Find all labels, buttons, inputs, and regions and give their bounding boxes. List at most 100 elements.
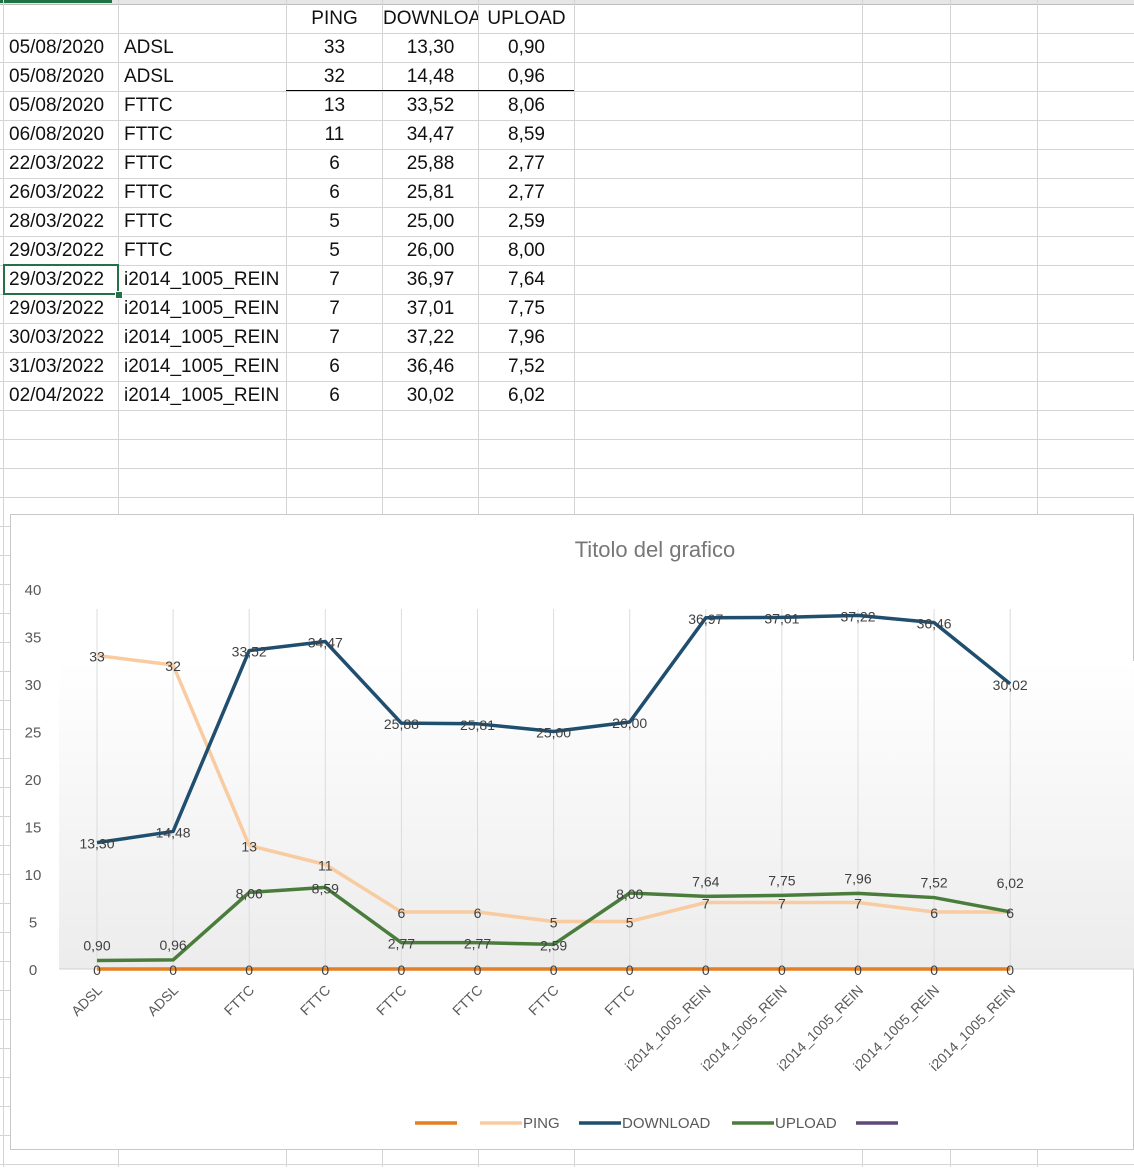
cell-connection[interactable]: ADSL	[124, 66, 174, 87]
cell-connection[interactable]: FTTC	[124, 211, 173, 232]
cell-download[interactable]: 26,00	[406, 240, 455, 261]
x-tick-label: FTTC	[601, 982, 638, 1019]
cell-upload[interactable]: 2,77	[508, 182, 545, 203]
data-label: 0	[930, 962, 938, 978]
cell-date[interactable]: 29/03/2022	[9, 269, 105, 290]
cell-ping[interactable]: 5	[329, 211, 340, 232]
cell-connection[interactable]: FTTC	[124, 182, 173, 203]
row-gridline	[0, 149, 1134, 150]
cell-download[interactable]: 25,81	[406, 182, 455, 203]
data-label: 0	[626, 962, 634, 978]
x-tick-label: FTTC	[297, 982, 334, 1019]
cell-connection[interactable]: i2014_1005_REIN	[124, 327, 280, 348]
cell-date[interactable]: 05/08/2020	[9, 66, 105, 87]
cell-ping[interactable]: 7	[329, 327, 340, 348]
cell-download[interactable]: 37,22	[406, 327, 455, 348]
cell-ping[interactable]: 33	[323, 37, 346, 58]
row-gridline	[0, 178, 1134, 179]
cell-download[interactable]: 13,30	[406, 37, 455, 58]
data-label: 25,00	[536, 725, 571, 741]
cell-upload[interactable]: 8,59	[508, 124, 545, 145]
cell-ping[interactable]: 6	[329, 153, 340, 174]
cell-connection[interactable]: i2014_1005_REIN	[124, 385, 280, 406]
cell-ping[interactable]: 6	[329, 356, 340, 377]
cell-upload[interactable]: 8,00	[508, 240, 545, 261]
data-label: 8,59	[312, 880, 339, 896]
cell-upload[interactable]: 2,59	[508, 211, 545, 232]
cell-upload[interactable]: 7,64	[508, 269, 545, 290]
cell-upload[interactable]: 8,06	[508, 95, 545, 116]
cell-connection[interactable]: FTTC	[124, 153, 173, 174]
cell-ping[interactable]: 7	[329, 298, 340, 319]
cell-date[interactable]: 29/03/2022	[9, 298, 105, 319]
cell-download[interactable]: 36,97	[406, 269, 455, 290]
row-gridline	[0, 33, 1134, 34]
cell-ping[interactable]: 6	[329, 385, 340, 406]
cell-ping[interactable]: 32	[323, 66, 346, 87]
header-cell-upload[interactable]: UPLOAD	[487, 8, 566, 29]
cell-connection[interactable]: i2014_1005_REIN	[124, 298, 280, 319]
cell-download[interactable]: 30,02	[406, 385, 455, 406]
column-header-bar	[0, 0, 1134, 5]
data-label: 0	[169, 962, 177, 978]
cell-date[interactable]: 26/03/2022	[9, 182, 105, 203]
header-cell-ping[interactable]: PING	[311, 8, 358, 29]
row-gridline	[0, 352, 1134, 353]
row-gridline	[0, 265, 1134, 266]
cell-connection[interactable]: i2014_1005_REIN	[124, 269, 280, 290]
cell-date[interactable]: 05/08/2020	[9, 37, 105, 58]
cell-ping[interactable]: 5	[329, 240, 340, 261]
cell-upload[interactable]: 7,96	[508, 327, 545, 348]
cell-date[interactable]: 28/03/2022	[9, 211, 105, 232]
y-tick-label: 5	[29, 915, 37, 932]
data-label: 7,96	[844, 870, 871, 886]
fill-handle[interactable]	[115, 291, 123, 299]
data-label: 5	[626, 915, 634, 931]
cell-date[interactable]: 06/08/2020	[9, 124, 105, 145]
data-label: 36,97	[688, 611, 723, 627]
selected-cell[interactable]	[3, 264, 119, 295]
row-gridline	[0, 62, 1134, 63]
cell-date[interactable]: 02/04/2022	[9, 385, 105, 406]
cell-download[interactable]: 36,46	[406, 356, 455, 377]
cell-ping[interactable]: 13	[323, 95, 346, 116]
cell-connection[interactable]: FTTC	[124, 124, 173, 145]
chart-container[interactable]: Titolo del grafico 0 5 10 15 20 25 30 35 40 ADSL AD…	[10, 514, 1134, 1150]
cell-upload[interactable]: 6,02	[508, 385, 545, 406]
cell-connection[interactable]: i2014_1005_REIN	[124, 356, 280, 377]
cell-ping[interactable]: 11	[324, 124, 345, 145]
cell-date[interactable]: 30/03/2022	[9, 327, 105, 348]
data-label: 6	[1006, 905, 1014, 921]
data-label: 0	[854, 962, 862, 978]
data-label: 7	[702, 896, 710, 912]
header-cell-download[interactable]: DOWNLOAD	[383, 8, 478, 29]
cell-download[interactable]: 37,01	[406, 298, 455, 319]
cell-ping[interactable]: 7	[329, 269, 340, 290]
cell-date[interactable]: 31/03/2022	[9, 356, 105, 377]
cell-upload[interactable]: 0,90	[508, 37, 545, 58]
cell-connection[interactable]: FTTC	[124, 95, 173, 116]
cell-download[interactable]: 14,48	[406, 66, 455, 87]
cell-download[interactable]: 25,00	[406, 211, 455, 232]
data-label: 0	[1006, 962, 1014, 978]
cell-date[interactable]: 29/03/2022	[9, 240, 105, 261]
data-label: 7	[854, 896, 862, 912]
cell-connection[interactable]: ADSL	[124, 37, 174, 58]
cell-download[interactable]: 34,47	[406, 124, 455, 145]
data-label: 7,75	[768, 872, 795, 888]
cell-date[interactable]: 05/08/2020	[9, 95, 105, 116]
legend-label: UPLOAD	[775, 1115, 837, 1132]
cell-download[interactable]: 33,52	[406, 95, 455, 116]
data-label: 33	[89, 649, 105, 665]
cell-ping[interactable]: 6	[329, 182, 340, 203]
cell-download[interactable]: 25,88	[406, 153, 455, 174]
x-tick-label: FTTC	[525, 982, 562, 1019]
cell-upload[interactable]: 7,52	[508, 356, 545, 377]
cell-upload[interactable]: 2,77	[508, 153, 545, 174]
data-label: 32	[165, 658, 181, 674]
cell-date[interactable]: 22/03/2022	[9, 153, 105, 174]
row-gridline	[0, 439, 1134, 440]
cell-upload[interactable]: 7,75	[508, 298, 545, 319]
cell-upload[interactable]: 0,96	[508, 66, 545, 87]
cell-connection[interactable]: FTTC	[124, 240, 173, 261]
